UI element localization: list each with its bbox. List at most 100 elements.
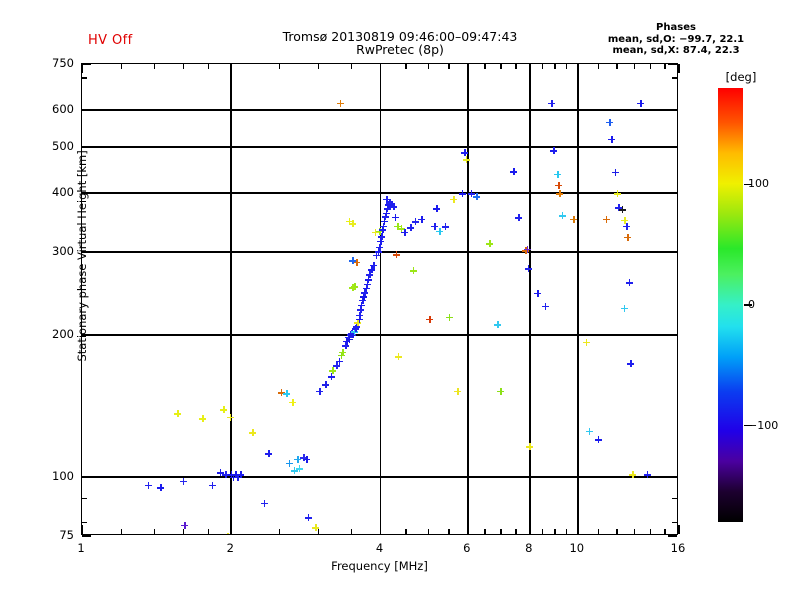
data-point <box>394 222 402 230</box>
data-point <box>425 315 433 323</box>
x-tick-minor <box>500 529 502 534</box>
data-point <box>606 118 614 126</box>
data-point <box>515 214 523 222</box>
y-tick-label: 500 <box>52 139 74 154</box>
y-tick-minor <box>82 497 87 500</box>
data-point <box>433 205 441 213</box>
hv-status-label: HV Off <box>88 33 133 48</box>
data-point <box>344 333 352 341</box>
x-tick-major <box>230 525 232 534</box>
data-point <box>377 237 384 245</box>
data-point <box>357 301 365 309</box>
y-tick-label: 600 <box>52 101 74 116</box>
data-point <box>371 228 379 236</box>
data-point <box>627 359 635 367</box>
plot-frame: Stationary phase Virtual Height [km] <box>75 63 680 537</box>
scatter-plot-area <box>82 64 677 534</box>
data-point <box>510 168 518 176</box>
x-tick-minor <box>597 529 599 534</box>
data-point <box>349 284 357 292</box>
data-point <box>249 429 257 437</box>
data-point <box>285 459 293 467</box>
y-tick-major <box>668 476 677 478</box>
y-tick-label: 750 <box>52 56 74 70</box>
data-point <box>391 213 399 221</box>
data-point <box>380 217 388 225</box>
y-gridline <box>82 108 677 111</box>
x-tick-minor <box>515 529 517 534</box>
x-gridline <box>230 64 233 534</box>
data-point <box>363 280 371 288</box>
data-point <box>625 279 633 287</box>
x-tick-minor <box>182 64 184 69</box>
data-point <box>229 473 237 481</box>
data-point <box>265 450 273 458</box>
data-point <box>524 265 532 273</box>
x-tick-minor <box>427 529 430 534</box>
colorbar-tick-label: −100 <box>748 418 779 432</box>
y-axis-title: Stationary phase Virtual Height [km] <box>75 150 89 362</box>
x-tick-minor <box>448 529 450 534</box>
y-tick-label: 75 <box>59 528 74 542</box>
y-tick-major <box>82 476 91 478</box>
data-point <box>351 325 359 333</box>
x-tick-minor <box>120 529 122 534</box>
data-point <box>582 338 590 346</box>
x-axis-title: Frequency [MHz] <box>331 559 428 573</box>
data-point <box>497 387 505 395</box>
data-point <box>441 223 449 231</box>
data-point <box>227 471 235 479</box>
data-point <box>322 381 330 389</box>
x-tick-minor <box>484 529 486 534</box>
data-point <box>351 283 359 291</box>
x-tick-major <box>379 64 382 73</box>
data-point <box>368 266 376 274</box>
data-point <box>386 199 394 207</box>
data-point <box>409 266 417 274</box>
data-point <box>332 362 340 370</box>
x-tick-minor <box>542 64 544 69</box>
x-tick-minor <box>153 64 156 69</box>
data-point <box>379 222 387 230</box>
x-tick-minor <box>207 529 210 534</box>
data-point <box>234 473 242 481</box>
x-tick-minor <box>351 529 353 534</box>
data-point <box>260 499 268 507</box>
y-tick-major <box>668 535 677 537</box>
y-tick-major <box>82 109 91 111</box>
data-point <box>327 373 335 381</box>
x-gridline <box>576 64 579 534</box>
data-point <box>376 243 384 251</box>
data-point <box>602 215 610 223</box>
x-tick-minor <box>515 64 517 69</box>
data-point <box>401 228 409 236</box>
data-point <box>375 227 383 235</box>
data-point <box>216 469 224 477</box>
x-tick-minor <box>616 529 618 534</box>
data-point <box>392 251 400 259</box>
x-tick-minor <box>616 64 618 69</box>
data-point <box>372 251 380 259</box>
x-tick-minor <box>351 64 353 69</box>
phases-mean-sd-x: mean, sd,X: 87.4, 22.3 <box>612 45 740 56</box>
data-point <box>381 213 389 221</box>
data-point <box>220 406 228 414</box>
x-tick-minor <box>664 529 666 534</box>
y-tick-major <box>668 146 677 148</box>
data-point <box>353 258 361 266</box>
x-tick-minor <box>405 529 407 534</box>
data-point <box>379 226 387 234</box>
x-tick-minor <box>554 64 556 69</box>
data-point <box>435 227 443 235</box>
x-tick-label: 2 <box>226 541 234 555</box>
data-point <box>461 149 469 157</box>
data-point <box>431 222 439 230</box>
data-point <box>174 410 182 418</box>
data-point <box>339 348 347 356</box>
x-tick-minor <box>317 529 320 534</box>
x-tick-minor <box>500 64 502 69</box>
data-point <box>222 471 230 479</box>
colorbar-tick-label: 100 <box>748 177 769 191</box>
data-point <box>348 330 356 338</box>
x-tick-minor <box>207 64 210 69</box>
